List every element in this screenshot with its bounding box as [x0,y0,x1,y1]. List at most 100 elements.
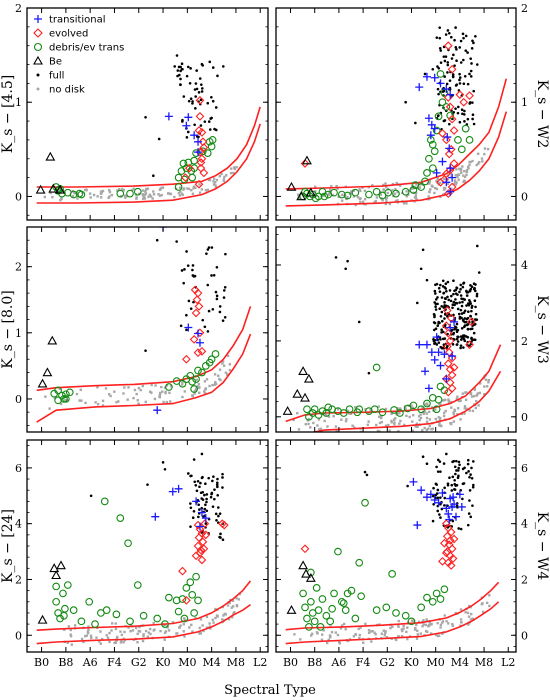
debris-point [161,620,169,628]
no-disk-point [410,404,413,407]
no-disk-point [428,424,431,428]
x-tick-label: M4 [451,656,469,669]
debris-point [409,401,418,410]
full-disk-point [195,69,199,72]
no-disk-point [388,429,391,432]
no-disk-point [326,641,329,645]
transitional-point [194,137,203,146]
no-disk-point [349,412,353,415]
debris-point [85,597,94,606]
debris-point [190,156,198,165]
no-disk-point [468,409,471,412]
no-disk-point [186,187,189,190]
debris-point [401,187,410,196]
full-disk-point [185,313,188,317]
photosphere-band-upper-line [285,344,502,423]
evolved-point [200,519,210,529]
no-disk-point [411,184,415,188]
evolved-point [441,548,451,558]
legend-label: debris/ev trans [49,43,124,54]
no-disk-point [406,626,409,629]
full-disk-point [216,506,220,509]
no-disk-point [377,405,380,408]
y-tick-label: 4 [521,518,528,531]
debris-point [116,189,125,198]
evolved-point [191,308,201,318]
panel-e: B0 B8 A6 F4 G2 K0 M0 M4 M8 L2 0 2 4 6 K_s − [24] [0,439,269,669]
no-disk-point [389,626,392,630]
no-disk-point [218,174,222,178]
no-disk-point [487,379,491,382]
no-disk-point [463,405,467,408]
no-disk-point [86,631,90,635]
no-disk-point [96,403,100,406]
full-disk-point [210,274,213,277]
debris-point [192,149,200,157]
no-disk-point [398,422,401,425]
debris-point [396,409,404,417]
y-tick-label: 2 [15,573,22,586]
full-disk-point [457,469,460,472]
full-disk-point [460,312,464,315]
panel-frame [26,226,269,433]
no-disk-point [459,399,462,402]
debris-point [388,570,396,578]
full-disk-point [443,301,446,304]
full-disk-point [439,516,442,519]
full-disk-point [432,486,435,490]
transitional-point [446,90,455,99]
no-disk-point [228,363,231,366]
no-disk-point [84,635,87,638]
no-disk-point [444,409,447,413]
no-disk-point [371,630,374,633]
full-disk-point [196,479,200,483]
no-disk-point [137,386,141,390]
transitional-point [424,114,433,123]
debris-point [54,386,62,395]
no-disk-point [193,390,196,393]
no-disk-point [101,404,105,407]
debris-point [116,514,125,522]
full-disk-point [471,117,474,121]
debris-point [52,597,61,606]
full-disk-point [462,319,465,323]
x-tick-label: M8 [227,656,245,669]
no-disk-point [441,620,445,623]
no-disk-point [344,420,348,423]
full-disk-point [445,452,448,456]
full-disk-point [206,248,210,251]
full-disk-point [188,81,192,85]
full-disk-point [440,310,444,314]
no-disk-point [442,411,446,415]
transitional-point [430,124,439,133]
no-disk-point [439,195,442,199]
no-disk-point [213,383,217,386]
debris-point [442,103,451,111]
full-disk-point [185,136,189,139]
full-disk-point [446,280,450,284]
transitional-point [413,521,422,530]
debris-point [192,572,200,581]
debris-point [303,405,311,414]
full-disk-point [365,473,369,477]
full-disk-point [438,46,442,50]
full-disk-point [431,67,435,71]
no-disk-point [453,180,457,183]
full-disk-point [189,97,193,101]
full-disk-point [447,122,451,126]
no-disk-point [205,615,209,619]
evolved-point [467,317,476,327]
no-disk-point [416,633,420,636]
no-disk-point [391,625,394,629]
no-disk-point [403,423,406,427]
full-disk-point [210,95,213,99]
no-disk-point [326,425,329,428]
no-disk-point [415,422,419,425]
be-point [37,614,48,624]
no-disk-point [410,187,413,190]
no-disk-point [121,187,124,191]
evolved-point [445,102,455,112]
full-disk-point [200,497,203,500]
no-disk-point [483,147,487,150]
no-disk-point [436,177,439,180]
